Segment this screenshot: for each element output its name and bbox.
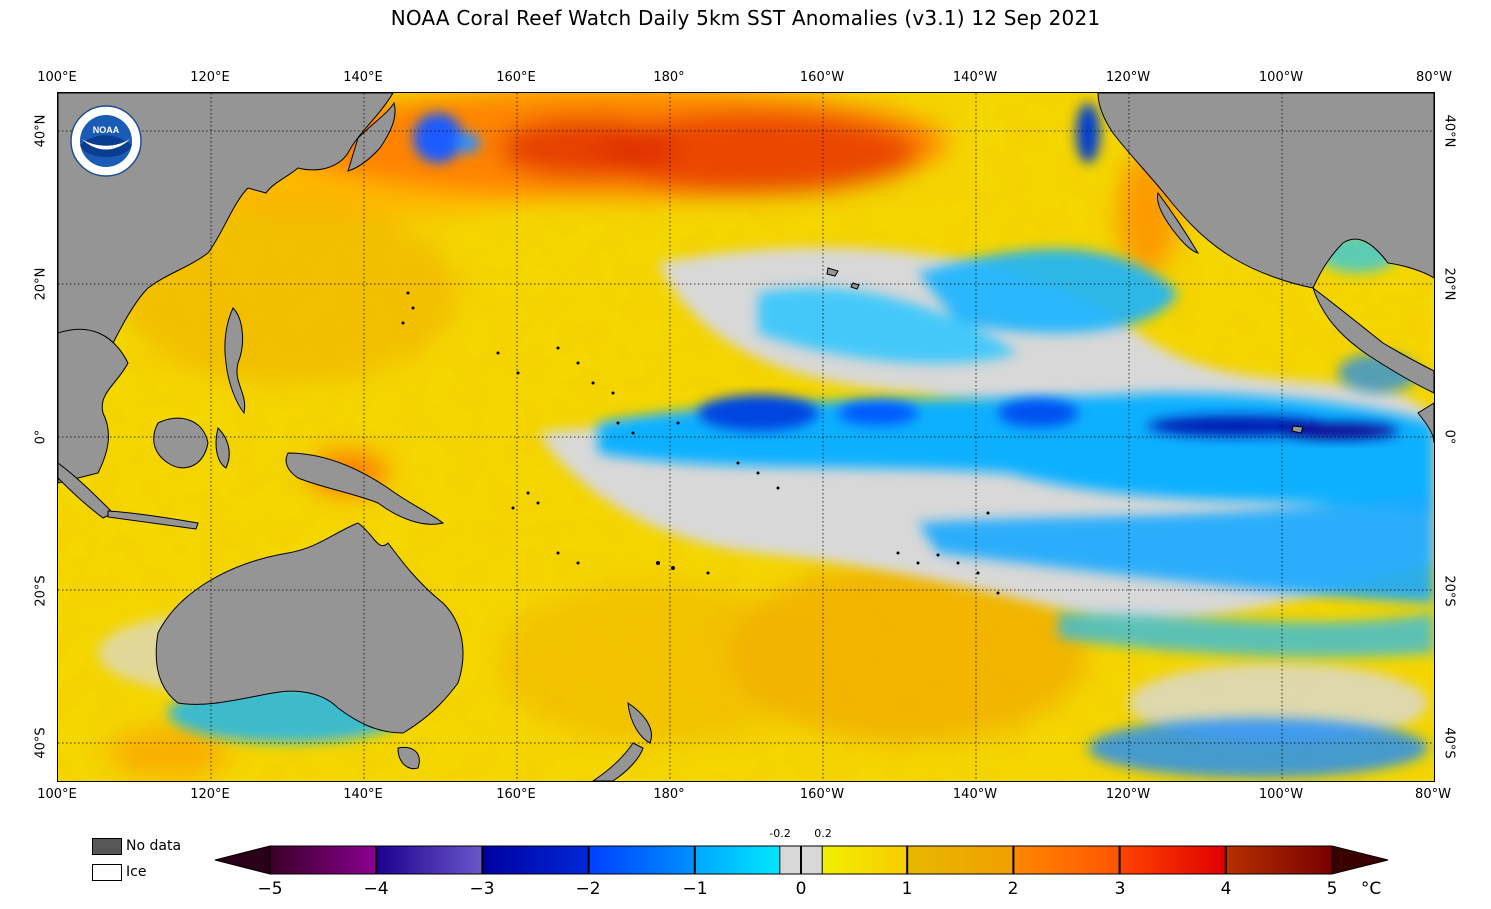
chart-title: NOAA Coral Reef Watch Daily 5km SST Anom…	[390, 6, 1101, 30]
lat-label: 40°S	[33, 727, 49, 759]
colorbar-min-triangle	[214, 845, 271, 875]
land-galapagos	[1291, 425, 1304, 434]
colorbar-tick: 5	[1326, 879, 1338, 899]
colorbar-tick: −2	[575, 879, 601, 899]
land-hawaii	[826, 267, 860, 290]
colorbar-segment	[1119, 846, 1226, 874]
lon-label: 160°E	[496, 70, 536, 85]
lat-label: 0°	[1441, 429, 1457, 445]
lon-label: 120°W	[1105, 70, 1151, 85]
colorbar-tick: −1	[682, 879, 708, 899]
lon-label: 100°E	[37, 70, 77, 85]
colorbar-tick: 1	[901, 879, 913, 899]
land-ecuador	[1417, 402, 1434, 444]
lon-label: 140°E	[343, 787, 383, 802]
lon-label: 100°W	[1258, 787, 1304, 802]
land-north-america	[1097, 93, 1434, 289]
colorbar-segment	[822, 846, 908, 874]
lon-label: 140°E	[343, 70, 383, 85]
colorbar-segment	[588, 846, 695, 874]
lat-label: 40°N	[33, 114, 49, 148]
land-japan	[347, 101, 396, 172]
lon-label: 140°W	[952, 787, 998, 802]
colorbar-tick: 2	[1007, 879, 1019, 899]
land-java	[107, 510, 199, 530]
colorbar-dividers	[375, 846, 1227, 874]
colorbar-tick: 0	[795, 879, 807, 899]
colorbar-segment	[694, 846, 780, 874]
land-borneo	[153, 417, 209, 469]
colorbar-segment	[482, 846, 589, 874]
lat-label: 0°	[33, 429, 49, 445]
lon-label: 80°W	[1416, 70, 1452, 85]
no-data-swatch	[92, 838, 122, 855]
land-australia	[155, 522, 464, 734]
lat-label: 20°S	[33, 575, 49, 607]
colorbar-svg	[214, 845, 1389, 875]
lon-label: 100°W	[1258, 70, 1304, 85]
land-asia-north	[58, 93, 394, 354]
lat-label: 20°N	[1441, 267, 1457, 301]
land	[58, 93, 1434, 781]
colorbar-unit: °C	[1360, 879, 1382, 899]
land-philippines	[224, 307, 246, 415]
land-tasmania	[397, 746, 420, 770]
colorbar-segment	[1013, 846, 1120, 874]
lon-label: 160°W	[799, 70, 845, 85]
lon-label: 140°W	[952, 70, 998, 85]
lat-label: 20°S	[1441, 575, 1457, 607]
colorbar-tick: −3	[469, 879, 495, 899]
lon-label: 180°	[653, 787, 685, 802]
colorbar-segment	[907, 846, 1014, 874]
cold-tongue	[698, 395, 1398, 439]
land-new-guinea	[285, 452, 445, 525]
map-svg: NOAA	[58, 93, 1434, 781]
ice-swatch	[92, 864, 122, 881]
lon-label: 80°W	[1415, 787, 1451, 802]
lat-label: 40°N	[1441, 114, 1457, 148]
colorbar-small-tick: -0.2	[769, 827, 791, 840]
lon-label: 120°E	[190, 70, 230, 85]
noaa-logo-text: NOAA	[93, 125, 120, 135]
land-central-america	[1312, 286, 1434, 394]
lat-label: 20°N	[33, 267, 49, 301]
colorbar-tick: −4	[363, 879, 389, 899]
no-data-label: No data	[126, 838, 182, 854]
graticule	[58, 93, 1434, 781]
colorbar-max-triangle	[1331, 845, 1389, 875]
colorbar	[214, 845, 1389, 875]
lon-label: 120°W	[1105, 787, 1151, 802]
lon-label: 120°E	[190, 787, 230, 802]
colorbar-small-tick: 0.2	[814, 827, 832, 840]
land-baja	[1157, 191, 1200, 254]
lon-label: 160°W	[799, 787, 845, 802]
colorbar-segment	[1225, 846, 1332, 874]
colorbar-tick: 4	[1220, 879, 1232, 899]
colorbar-segment	[270, 846, 377, 874]
islands	[401, 291, 1000, 595]
lon-label: 100°E	[37, 787, 77, 802]
land-sulawesi	[215, 427, 230, 469]
noaa-logo: NOAA	[70, 105, 142, 177]
land-indochina	[58, 328, 129, 484]
ice-label: Ice	[126, 864, 147, 880]
lat-label: 40°S	[1441, 727, 1457, 759]
colorbar-segment	[376, 846, 483, 874]
colorbar-tick: −5	[257, 879, 283, 899]
lon-label: 180°	[653, 70, 685, 85]
sst-anomaly-map: NOAA	[57, 92, 1435, 782]
lon-label: 160°E	[496, 787, 536, 802]
colorbar-tick: 3	[1114, 879, 1126, 899]
land-new-zealand-south	[592, 742, 644, 781]
